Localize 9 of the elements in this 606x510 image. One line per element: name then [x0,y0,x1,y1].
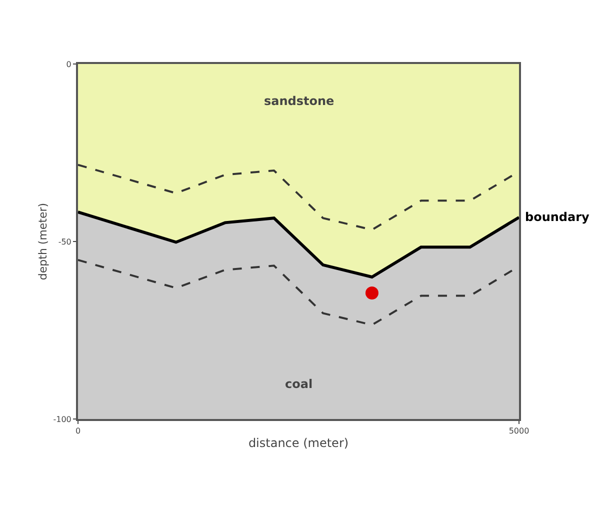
y-axis-title: depth (meter) [36,202,50,280]
y-tick-label: -100 [53,414,72,424]
y-tick-label: -50 [58,237,72,246]
annotation: boundary [525,210,590,224]
x-tick-label: 5000 [508,426,530,436]
y-tick-label: 0 [66,60,72,69]
x-axis-title: distance (meter) [248,436,349,450]
series-label: sandstone [264,94,334,108]
band-label: coal [285,377,313,391]
